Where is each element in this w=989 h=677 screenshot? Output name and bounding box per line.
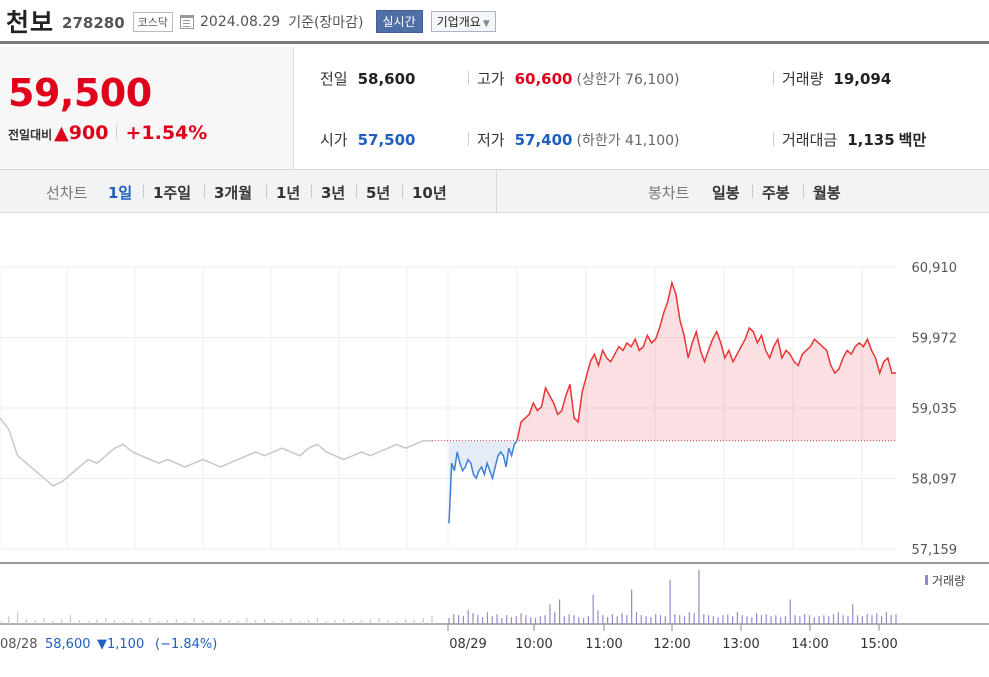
- volume-label: 거래량: [782, 70, 824, 88]
- y-tick-label: 58,097: [912, 472, 958, 487]
- open-value: 57,500: [357, 131, 416, 149]
- y-tick-label: 60,910: [912, 261, 958, 276]
- stat-prev: 전일 58,600: [320, 68, 416, 89]
- prev-day-change: ▼1,100: [97, 637, 144, 652]
- y-tick-label: 57,159: [912, 543, 958, 558]
- stat-low: 저가 57,400 (하한가 41,100): [477, 129, 680, 150]
- low-label: 저가: [477, 131, 505, 149]
- divider: [116, 125, 118, 139]
- realtime-button[interactable]: 실시간: [375, 10, 423, 33]
- chevron-down-icon: ▼: [482, 19, 490, 29]
- x-tick-label: 14:00: [791, 637, 828, 652]
- prev-day-line: [0, 417, 432, 487]
- x-tick-label: 11:00: [585, 637, 622, 652]
- market-badge: 코스닥: [132, 11, 174, 32]
- prev-day-date: 08/28: [0, 637, 37, 652]
- divider: [773, 132, 774, 146]
- stock-code: 278280: [62, 13, 125, 32]
- tab-monthly-candle[interactable]: 월봉: [813, 184, 841, 202]
- prev-label: 전일: [320, 70, 348, 88]
- high-label: 고가: [477, 70, 505, 88]
- divider: [803, 185, 804, 198]
- divider: [143, 185, 144, 198]
- tab-1year[interactable]: 1년: [276, 184, 301, 202]
- prev-day-percent: (−1.84%): [155, 637, 217, 652]
- morning-series-line: [448, 440, 518, 524]
- divider: [356, 185, 357, 198]
- upper-limit: (상한가 76,100): [576, 72, 680, 88]
- divider: [311, 185, 312, 198]
- prev-value: 58,600: [357, 70, 416, 88]
- volume-legend-label: 거래량: [932, 574, 965, 588]
- morning-area: [449, 440, 517, 524]
- price-stats: 전일 58,600 고가 60,600 (상한가 76,100) 거래량 19,094 …: [295, 47, 989, 169]
- change-label: 전일대비: [8, 128, 53, 142]
- company-overview-label: 기업개요: [436, 15, 481, 29]
- divider: [496, 170, 497, 214]
- tab-weekly-candle[interactable]: 주봉: [762, 184, 790, 202]
- tab-10year[interactable]: 10년: [412, 184, 447, 202]
- stat-high: 고가 60,600 (상한가 76,100): [477, 68, 680, 89]
- basis-label: 기준(장마감): [288, 14, 364, 31]
- open-label: 시가: [320, 131, 348, 149]
- low-value: 57,400: [514, 131, 573, 149]
- divider: [752, 185, 753, 198]
- stock-header: 천보 278280 코스닥 2024.08.29 기준(장마감) 실시간 기업개…: [0, 0, 989, 44]
- trade-date: 2024.08.29: [200, 13, 281, 30]
- afternoon-area: [517, 282, 896, 441]
- chart-tab-bar: 선차트 1일 1주일 3개월 1년 3년 5년 10년 봉차트 일봉 주봉 월봉: [0, 169, 989, 214]
- change-value: 900: [68, 122, 109, 144]
- high-value: 60,600: [514, 70, 573, 88]
- y-tick-label: 59,035: [912, 402, 958, 417]
- amount-value: 1,135: [847, 131, 895, 149]
- tab-5year[interactable]: 5년: [366, 184, 391, 202]
- prev-day-close: 58,600: [45, 637, 91, 652]
- change-arrow-icon: ▲: [54, 122, 69, 144]
- x-tick-label: 15:00: [860, 637, 897, 652]
- afternoon-series-line: [516, 280, 896, 441]
- tab-3month[interactable]: 3개월: [214, 184, 253, 202]
- volume-legend-swatch: [925, 575, 928, 585]
- divider: [468, 71, 469, 85]
- stat-open: 시가 57,500: [320, 129, 416, 150]
- y-tick-label: 59,972: [912, 332, 958, 347]
- divider: [266, 185, 267, 198]
- x-tick-label: 13:00: [722, 637, 759, 652]
- stat-amount: 거래대금 1,135 백만: [782, 129, 926, 150]
- divider: [402, 185, 403, 198]
- tab-1week[interactable]: 1주일: [153, 184, 192, 202]
- company-overview-dropdown[interactable]: 기업개요 ▼: [430, 11, 496, 32]
- lower-limit: (하한가 41,100): [576, 133, 680, 149]
- candle-chart-label: 봉차트: [648, 184, 690, 202]
- volume-value: 19,094: [833, 70, 892, 88]
- divider: [773, 71, 774, 85]
- intraday-chart[interactable]: 60,910 59,972 59,035 58,097 57,159 08/29 10:0…: [0, 213, 989, 677]
- stat-volume: 거래량 19,094: [782, 68, 891, 89]
- amount-unit: 백만: [898, 131, 927, 149]
- x-tick-label: 08/29: [449, 637, 486, 652]
- tab-3year[interactable]: 3년: [321, 184, 346, 202]
- change-line: 전일대비 ▲ 900 +1.54%: [8, 122, 207, 144]
- stock-name: 천보: [6, 7, 55, 37]
- tab-1day[interactable]: 1일: [108, 184, 133, 202]
- change-percent: +1.54%: [125, 122, 208, 144]
- x-tick-label: 10:00: [515, 637, 552, 652]
- divider: [468, 132, 469, 146]
- calendar-icon: [180, 14, 195, 29]
- line-chart-label: 선차트: [46, 184, 88, 202]
- amount-label: 거래대금: [782, 131, 838, 149]
- price-summary: 59,500 전일대비 ▲ 900 +1.54%: [0, 47, 294, 169]
- divider: [204, 185, 205, 198]
- x-tick-label: 12:00: [653, 637, 690, 652]
- tab-daily-candle[interactable]: 일봉: [712, 184, 740, 202]
- current-price: 59,500: [8, 71, 152, 115]
